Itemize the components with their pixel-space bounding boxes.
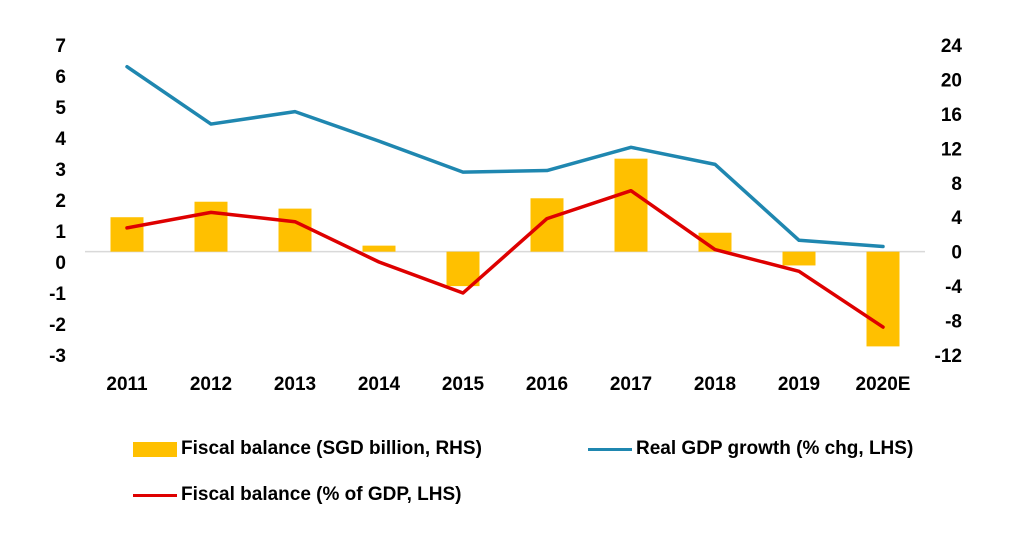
bar: [866, 251, 900, 347]
right-tick-label: 24: [941, 36, 963, 57]
series-line: [125, 188, 885, 329]
legend-label: Real GDP growth (% chg, LHS): [636, 438, 914, 459]
legend-label: Fiscal balance (SGD billion, RHS): [181, 438, 482, 459]
x-tick-label: 2018: [694, 374, 736, 395]
right-tick-label: 0: [951, 243, 962, 264]
legend-swatch-bar: [133, 441, 177, 457]
x-tick-label: 2012: [190, 374, 232, 395]
legend-label: Fiscal balance (% of GDP, LHS): [181, 484, 462, 505]
right-tick-label: 4: [951, 208, 962, 229]
right-tick-label: -12: [935, 346, 962, 367]
series-line: [125, 64, 885, 249]
x-tick-label: 2019: [778, 374, 820, 395]
left-axis: -3 -2 -1 0 1 2 3 4 5 6 7: [49, 36, 66, 367]
x-tick-label: 2015: [442, 374, 485, 395]
legend-swatch-line: [133, 493, 177, 497]
left-tick-label: 6: [55, 67, 66, 88]
line-series: [125, 64, 885, 329]
right-tick-label: 12: [941, 139, 962, 160]
bar: [446, 251, 480, 287]
right-tick-label: -4: [945, 277, 962, 298]
bar: [698, 232, 732, 252]
left-tick-label: 7: [55, 36, 66, 57]
legend-item-fiscal-balance-gdp: Fiscal balance (% of GDP, LHS): [133, 484, 462, 506]
x-tick-label: 2013: [274, 374, 316, 395]
x-tick-label: 2011: [106, 374, 148, 395]
left-tick-label: 3: [55, 160, 66, 181]
bar: [782, 251, 816, 266]
left-tick-label: 4: [55, 129, 66, 150]
left-tick-label: -3: [49, 346, 66, 367]
left-tick-label: 5: [55, 98, 66, 119]
left-tick-label: -1: [49, 284, 66, 305]
right-tick-label: 20: [941, 70, 962, 91]
legend-item-fiscal-balance-sgd: Fiscal balance (SGD billion, RHS): [133, 438, 482, 460]
bar: [278, 208, 312, 252]
x-axis: 2011 2012 2013 2014 2015 2016 2017 2018 2019 2020…: [106, 374, 910, 395]
right-tick-label: 8: [951, 174, 962, 195]
bar: [194, 201, 228, 252]
left-tick-label: 1: [55, 222, 66, 243]
x-tick-label: 2017: [610, 374, 652, 395]
right-tick-label: 16: [941, 105, 962, 126]
bar: [110, 217, 144, 252]
bar-series: [110, 158, 900, 347]
legend-item-real-gdp-growth: Real GDP growth (% chg, LHS): [588, 438, 913, 460]
bar: [614, 158, 648, 252]
left-tick-label: -2: [49, 315, 66, 336]
right-axis: -12 -8 -4 0 4 8 12 16 20 24: [935, 36, 963, 367]
bar: [530, 198, 564, 252]
x-tick-label: 2014: [358, 374, 401, 395]
bar: [362, 245, 396, 252]
x-tick-label: 2020E: [856, 374, 911, 395]
right-tick-label: -8: [945, 312, 962, 333]
legend-swatch-line: [588, 447, 632, 451]
left-tick-label: 2: [55, 191, 66, 212]
left-tick-label: 0: [55, 253, 66, 274]
x-tick-label: 2016: [526, 374, 568, 395]
